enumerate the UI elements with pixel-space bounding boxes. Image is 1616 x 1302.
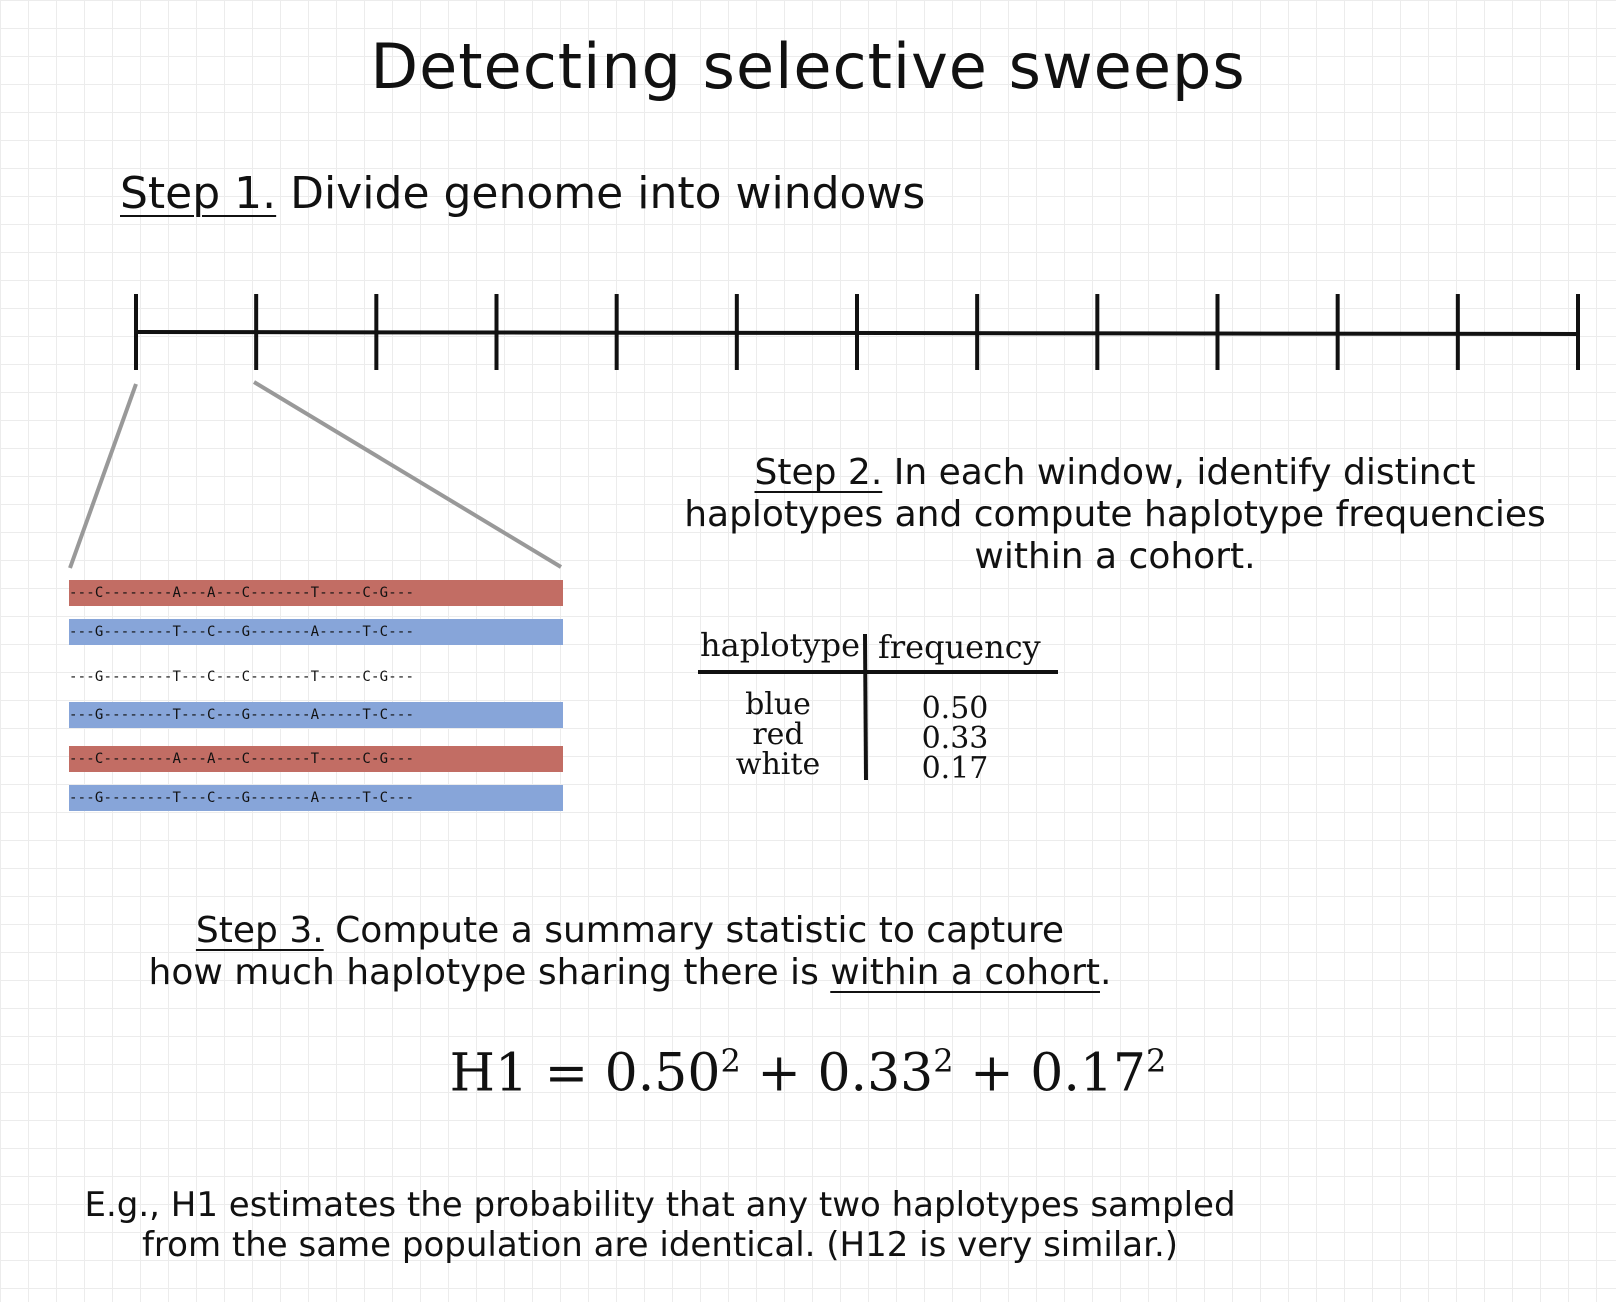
table-cell-haplotype: red bbox=[752, 717, 804, 752]
step3-underlined: within a cohort bbox=[830, 952, 1100, 993]
haplotype-strip: ---C--------A---A---C-------T-----C-G--- bbox=[69, 580, 563, 606]
formula-exponent: 2 bbox=[1146, 1042, 1167, 1080]
example-note: E.g., H1 estimates the probability that … bbox=[40, 1185, 1280, 1265]
example-line1: E.g., H1 estimates the probability that … bbox=[84, 1185, 1236, 1225]
step2-line2: haplotypes and compute haplotype frequen… bbox=[684, 494, 1546, 535]
step1-heading: Step 1. Divide genome into windows bbox=[120, 168, 925, 219]
step1-label: Step 1. bbox=[120, 168, 277, 219]
step2-text: Step 2. In each window, identify distinc… bbox=[650, 452, 1580, 578]
zoom-line-left bbox=[68, 383, 138, 569]
step1-text: Divide genome into windows bbox=[276, 168, 926, 219]
table-column-rule bbox=[863, 633, 868, 781]
example-line2: from the same population are identical. … bbox=[141, 1225, 1179, 1265]
table-header-haplotype: haplotype bbox=[700, 626, 861, 664]
table-cell-haplotype: white bbox=[735, 747, 821, 782]
haplotype-strip: ---G--------T---C---G-------A-----T-C--- bbox=[69, 619, 563, 645]
formula-term: 0.33 bbox=[817, 1043, 934, 1104]
formula-exponent: 2 bbox=[933, 1042, 954, 1080]
h1-formula: H1 = 0.502 + 0.332 + 0.172 bbox=[0, 1042, 1616, 1103]
step3-label: Step 3. bbox=[195, 910, 324, 951]
haplotype-strip: ---G--------T---C---G-------A-----T-C--- bbox=[69, 702, 563, 728]
formula-exponent: 2 bbox=[720, 1042, 741, 1080]
formula-lhs: H1 = bbox=[449, 1043, 605, 1104]
table-header-frequency: frequency bbox=[878, 628, 1041, 666]
step2-line1: In each window, identify distinct bbox=[882, 452, 1476, 493]
step3-line2: how much haplotype sharing there is bbox=[148, 952, 831, 993]
window-ticks bbox=[134, 294, 1580, 370]
table-cell-frequency: 0.50 bbox=[921, 691, 989, 726]
formula-term: 0.50 bbox=[604, 1043, 721, 1104]
step2-label: Step 2. bbox=[754, 452, 883, 493]
haplotype-strip: ---G--------T---C---G-------A-----T-C--- bbox=[69, 785, 563, 811]
haplotype-strip: ---C--------A---A---C-------T-----C-G--- bbox=[69, 746, 563, 772]
page-title: Detecting selective sweeps bbox=[370, 30, 1246, 103]
formula-plus: + bbox=[953, 1043, 1031, 1104]
step2-line3: within a cohort. bbox=[974, 536, 1256, 577]
table-cell-frequency: 0.17 bbox=[921, 751, 989, 786]
formula-plus: + bbox=[740, 1043, 818, 1104]
step3-text: Step 3. Compute a summary statistic to c… bbox=[60, 910, 1200, 994]
table-cell-haplotype: blue bbox=[745, 687, 811, 722]
formula-term: 0.17 bbox=[1030, 1043, 1147, 1104]
zoom-line-right bbox=[252, 380, 563, 569]
table-cell-frequency: 0.33 bbox=[921, 721, 989, 756]
haplotype-strip: ---G--------T---C---C-------T-----C-G--- bbox=[69, 669, 415, 685]
step3-line1: Compute a summary statistic to capture bbox=[323, 910, 1065, 951]
step3-period: . bbox=[1099, 952, 1112, 993]
